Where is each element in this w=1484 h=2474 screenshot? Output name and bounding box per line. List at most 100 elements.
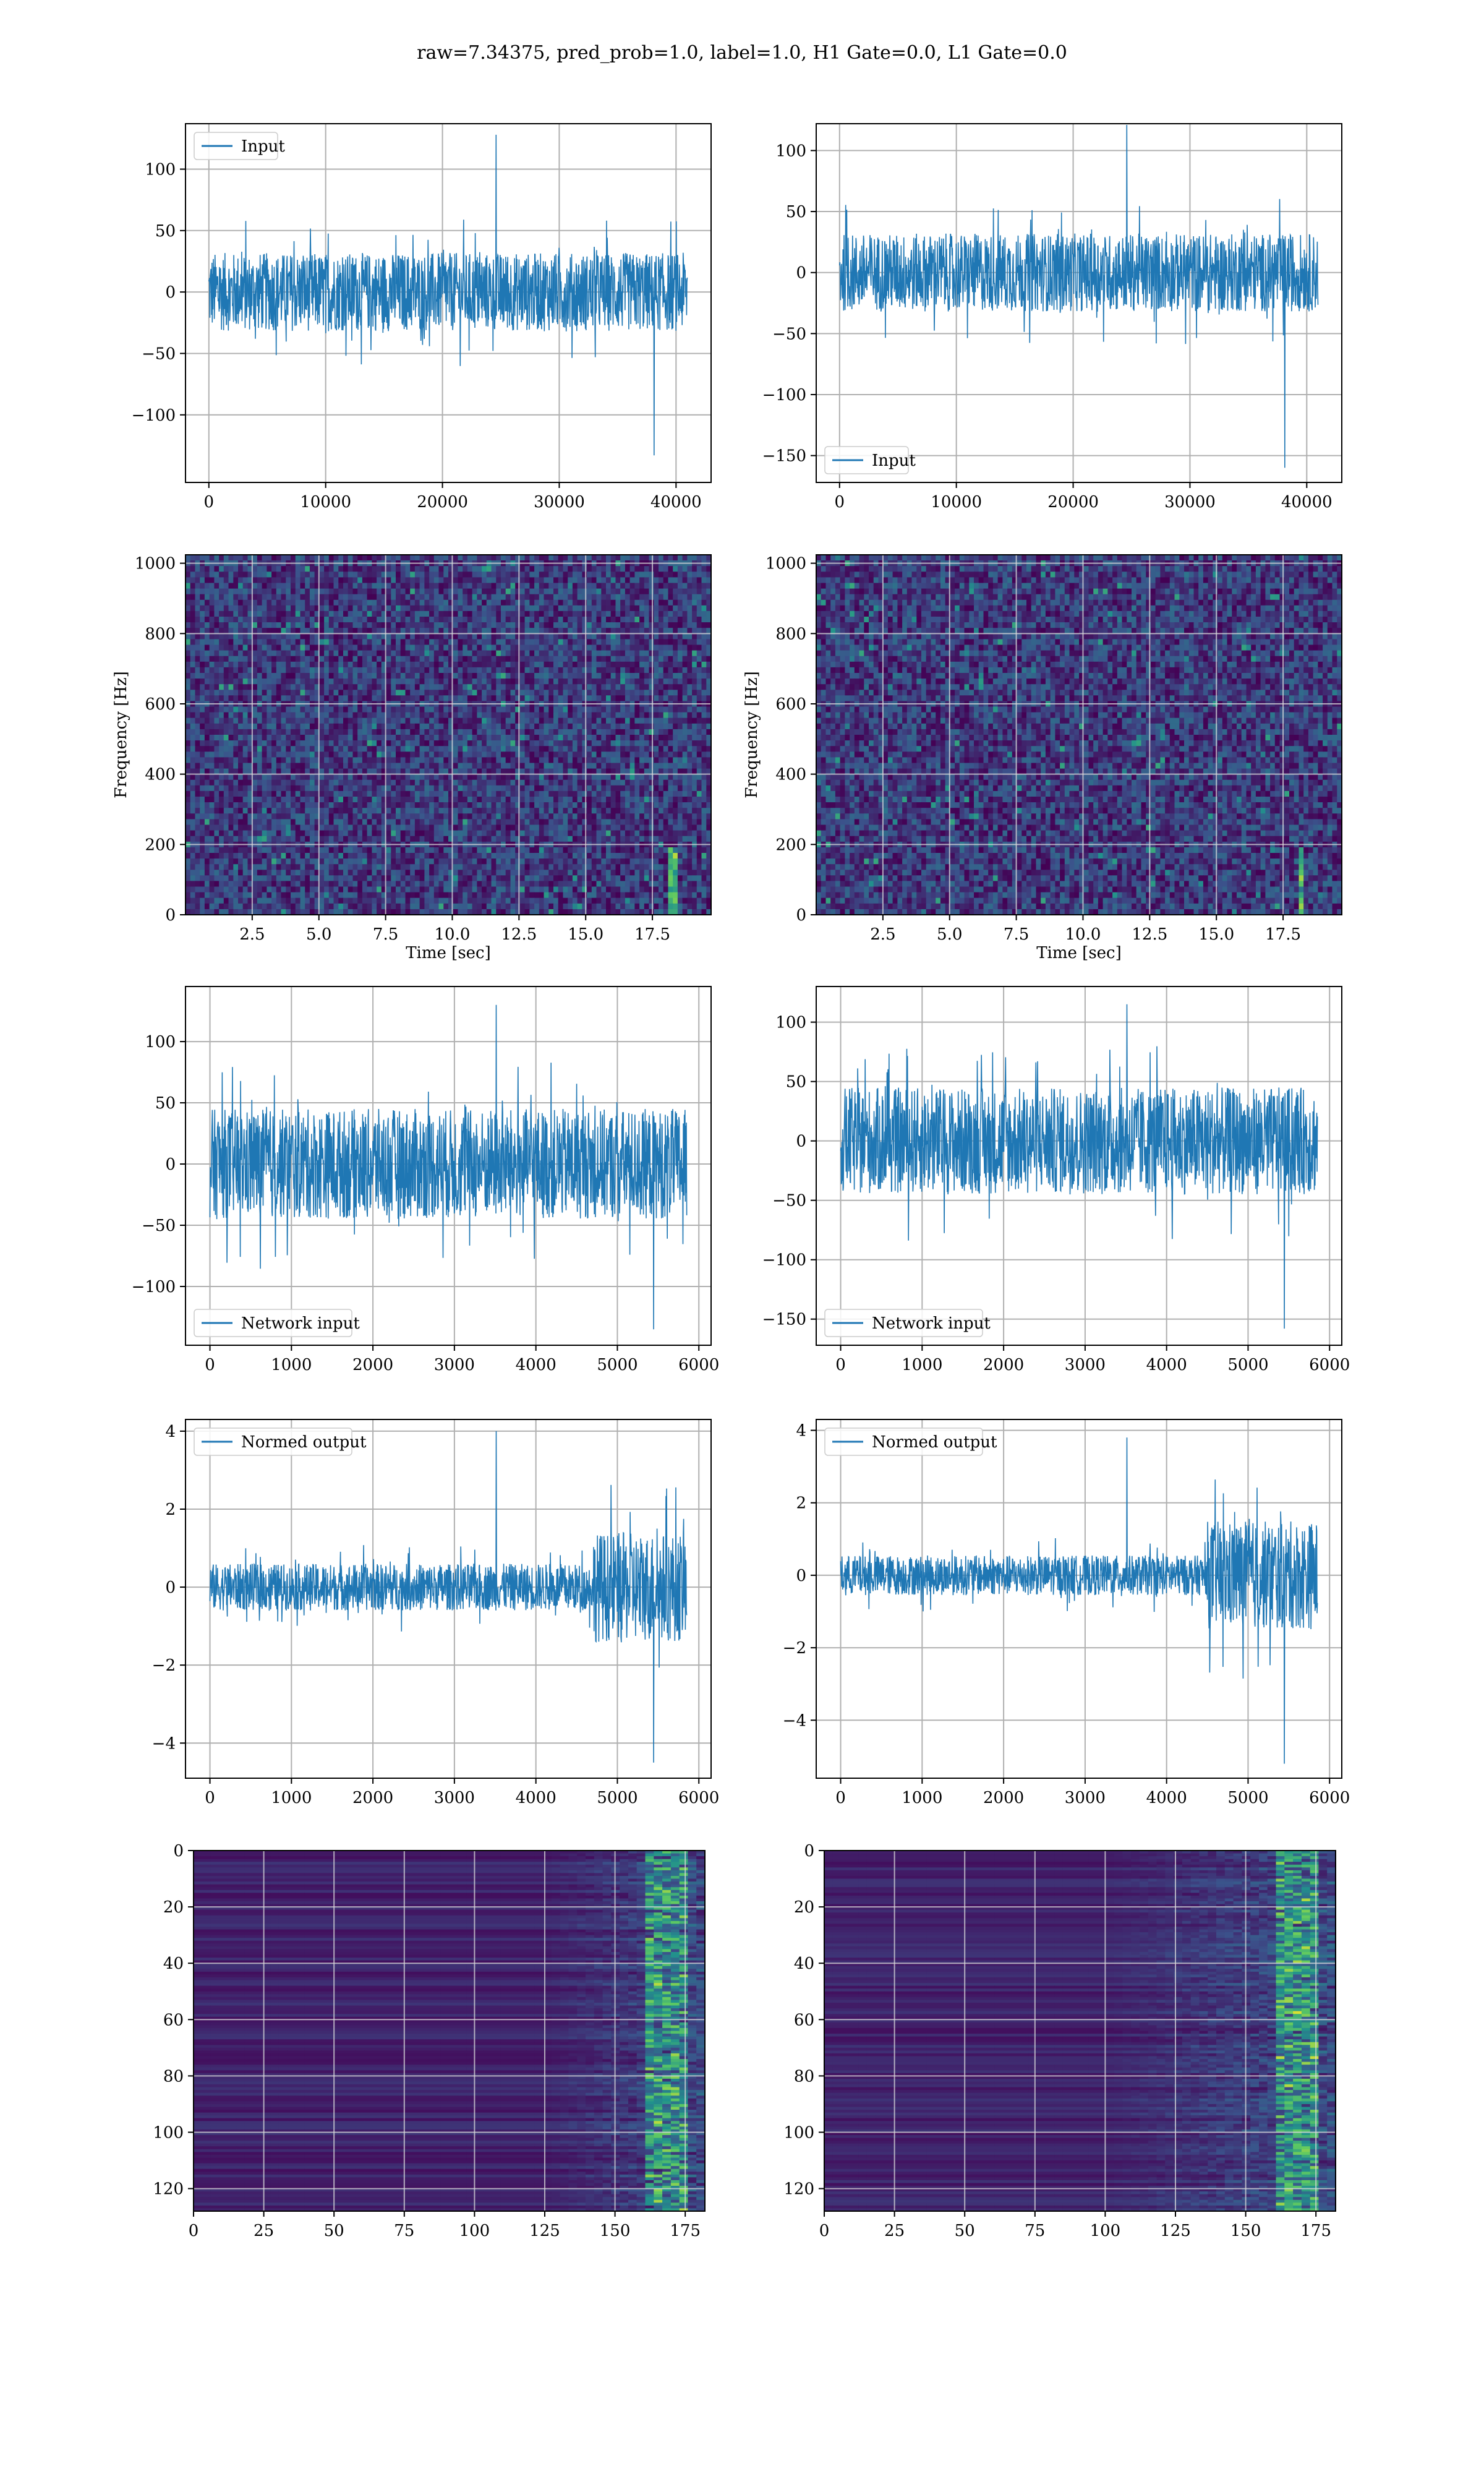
heatmap-cell: [463, 684, 467, 690]
heatmap-cell: [424, 555, 429, 561]
heatmap-cell: [683, 600, 688, 606]
heatmap-cell: [262, 746, 267, 752]
heatmap-cell: [673, 651, 678, 657]
heatmap-cell: [463, 571, 467, 578]
heatmap-cell: [683, 695, 688, 701]
heatmap-cell: [663, 577, 668, 583]
heatmap-cell: [529, 594, 534, 601]
heatmap-cell: [639, 673, 644, 679]
heatmap-cell: [573, 707, 578, 713]
heatmap-cell: [357, 611, 362, 617]
heatmap-cell: [587, 763, 592, 769]
heatmap-cell: [367, 589, 372, 595]
heatmap-cell: [243, 729, 248, 735]
heatmap-cell: [286, 707, 291, 713]
heatmap-cell: [262, 617, 267, 623]
heatmap-cell: [467, 656, 472, 662]
heatmap-cell: [472, 740, 477, 747]
heatmap-cell: [553, 667, 558, 674]
heatmap-cell: [233, 589, 238, 595]
heatmap-cell: [506, 617, 511, 623]
heatmap-cell: [544, 617, 549, 623]
heatmap-cell: [673, 662, 678, 668]
heatmap-cell: [305, 713, 310, 719]
heatmap-cell: [353, 617, 358, 623]
heatmap-cell: [487, 678, 492, 685]
heatmap-cell: [286, 611, 291, 617]
heatmap-cell: [429, 690, 434, 696]
heatmap-cell: [410, 678, 415, 685]
heatmap-cell: [367, 757, 372, 763]
heatmap-cell: [238, 622, 243, 628]
heatmap-cell: [429, 684, 434, 690]
heatmap-cell: [692, 735, 697, 741]
heatmap-cell: [310, 673, 315, 679]
heatmap-cell: [568, 678, 573, 685]
heatmap-cell: [563, 729, 568, 735]
heatmap-cell: [338, 740, 343, 747]
heatmap-cell: [663, 729, 668, 735]
heatmap-cell: [582, 667, 587, 674]
heatmap-cell: [458, 690, 463, 696]
heatmap-cell: [568, 651, 573, 657]
heatmap-cell: [267, 713, 271, 719]
heatmap-cell: [348, 684, 353, 690]
heatmap-cell: [634, 751, 639, 758]
heatmap-cell: [214, 600, 219, 606]
heatmap-cell: [611, 566, 616, 572]
heatmap-cell: [663, 606, 668, 612]
heatmap-cell: [573, 606, 578, 612]
heatmap-cell: [692, 656, 697, 662]
heatmap-cell: [649, 673, 654, 679]
heatmap-cell: [238, 746, 243, 752]
heatmap-cell: [534, 763, 539, 769]
heatmap-cell: [668, 594, 673, 601]
heatmap-cell: [243, 600, 248, 606]
heatmap-cell: [649, 746, 654, 752]
heatmap-cell: [553, 600, 558, 606]
heatmap-cell: [601, 751, 606, 758]
heatmap-cell: [616, 589, 621, 595]
heatmap-cell: [190, 555, 195, 561]
heatmap-cell: [210, 707, 215, 713]
heatmap-cell: [683, 577, 688, 583]
heatmap-cell: [606, 695, 611, 701]
heatmap-cell: [644, 639, 649, 645]
heatmap-cell: [463, 594, 467, 601]
heatmap-cell: [257, 577, 262, 583]
heatmap-cell: [343, 651, 348, 657]
heatmap-cell: [305, 656, 310, 662]
heatmap-cell: [558, 571, 563, 578]
heatmap-cell: [639, 594, 644, 601]
heatmap-cell: [301, 651, 305, 657]
heatmap-cell: [611, 622, 616, 628]
heatmap-cell: [424, 729, 429, 735]
heatmap-cell: [625, 662, 630, 668]
heatmap-cell: [338, 639, 343, 645]
heatmap-cell: [687, 724, 692, 730]
heatmap-cell: [620, 673, 625, 679]
heatmap-cell: [472, 611, 477, 617]
heatmap-cell: [210, 751, 215, 758]
heatmap-cell: [257, 718, 262, 724]
heatmap-cell: [396, 583, 401, 589]
heatmap-cell: [501, 555, 506, 561]
heatmap-cell: [529, 583, 534, 589]
heatmap-cell: [606, 707, 611, 713]
heatmap-cell: [257, 695, 262, 701]
heatmap-cell: [377, 763, 382, 769]
heatmap-cell: [496, 740, 501, 747]
heatmap-cell: [683, 662, 688, 668]
heatmap-cell: [353, 678, 358, 685]
heatmap-cell: [301, 617, 305, 623]
heatmap-cell: [286, 555, 291, 561]
heatmap-cell: [310, 740, 315, 747]
heatmap-cell: [348, 594, 353, 601]
heatmap-cell: [477, 662, 482, 668]
heatmap-cell: [558, 594, 563, 601]
heatmap-cell: [190, 751, 195, 758]
heatmap-cell: [520, 746, 525, 752]
heatmap-cell: [229, 594, 234, 601]
heatmap-cell: [329, 746, 334, 752]
x-tick-label: 20000: [417, 493, 468, 511]
